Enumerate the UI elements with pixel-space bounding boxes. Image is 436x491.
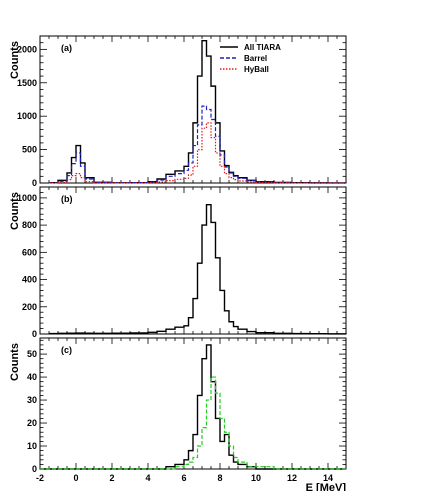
y-tick-label: 600 <box>22 247 37 257</box>
y-tick-label: 400 <box>22 275 37 285</box>
y-tick-label: 500 <box>22 145 37 155</box>
x-axis-title: E [MeV] <box>306 482 347 491</box>
x-tick-label: 4 <box>145 473 150 483</box>
y-axis-title: Counts <box>9 343 21 381</box>
panel-label: (c) <box>61 345 72 355</box>
y-tick-label: 2000 <box>17 44 37 54</box>
y-tick-label: 0 <box>32 464 37 474</box>
y-tick-label: 50 <box>27 349 37 359</box>
series-line-2-0 <box>40 344 346 470</box>
y-axis-title: Counts <box>9 192 21 230</box>
y-tick-label: 0 <box>32 178 37 188</box>
panel-label: (a) <box>61 43 72 53</box>
series-line-0-1 <box>49 105 347 184</box>
x-tick-label: 12 <box>287 473 297 483</box>
x-tick-label: -2 <box>36 473 44 483</box>
x-tick-label: 0 <box>73 473 78 483</box>
x-tick-label: 10 <box>251 473 261 483</box>
y-tick-label: 0 <box>32 329 37 339</box>
y-tick-label: 200 <box>22 302 37 312</box>
y-tick-label: 30 <box>27 395 37 405</box>
y-tick-label: 1000 <box>17 193 37 203</box>
y-tick-label: 40 <box>27 372 37 382</box>
y-tick-label: 1500 <box>17 78 37 88</box>
series-line-1-0 <box>49 203 347 335</box>
x-tick-label: 6 <box>181 473 186 483</box>
panel-label: (b) <box>61 194 73 204</box>
x-tick-label: 14 <box>323 473 333 483</box>
y-tick-label: 20 <box>27 418 37 428</box>
series-line-2-1 <box>40 376 346 470</box>
x-tick-label: 2 <box>109 473 114 483</box>
x-tick-label: 8 <box>217 473 222 483</box>
legend-entry: HyBall <box>244 65 269 74</box>
legend-entry: All TIARA <box>244 43 281 52</box>
legend-entry: Barrel <box>244 54 267 63</box>
series-line-0-0 <box>49 39 347 184</box>
y-tick-label: 1000 <box>17 111 37 121</box>
y-tick-label: 800 <box>22 220 37 230</box>
y-tick-label: 10 <box>27 441 37 451</box>
y-axis-title: Counts <box>9 41 21 79</box>
series-line-0-2 <box>49 122 346 184</box>
